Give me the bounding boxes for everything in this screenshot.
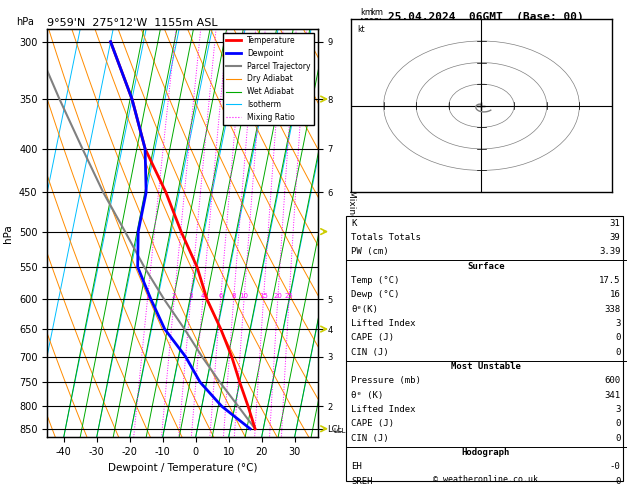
X-axis label: Dewpoint / Temperature (°C): Dewpoint / Temperature (°C) — [108, 463, 257, 473]
Text: SREH: SREH — [352, 477, 373, 486]
Text: 16: 16 — [610, 290, 620, 299]
Text: 0: 0 — [615, 419, 620, 429]
Text: LCL: LCL — [333, 428, 346, 434]
Text: 17.5: 17.5 — [599, 276, 620, 285]
Text: CAPE (J): CAPE (J) — [352, 419, 394, 429]
Text: kt: kt — [357, 25, 365, 35]
Text: Totals Totals: Totals Totals — [352, 233, 421, 242]
Y-axis label: hPa: hPa — [3, 224, 13, 243]
Text: 31: 31 — [610, 219, 620, 228]
Text: 25.04.2024  06GMT  (Base: 00): 25.04.2024 06GMT (Base: 00) — [388, 12, 584, 22]
Text: K: K — [352, 219, 357, 228]
Text: Temp (°C): Temp (°C) — [352, 276, 400, 285]
Text: CIN (J): CIN (J) — [352, 434, 389, 443]
Text: Most Unstable: Most Unstable — [451, 362, 521, 371]
Text: 600: 600 — [604, 376, 620, 385]
Text: 25: 25 — [285, 294, 293, 299]
Bar — [346, 216, 623, 481]
Text: 2: 2 — [172, 294, 176, 299]
Text: 3.39: 3.39 — [599, 247, 620, 257]
Text: 20: 20 — [273, 294, 282, 299]
Text: 1: 1 — [145, 294, 150, 299]
Text: Lifted Index: Lifted Index — [352, 319, 416, 328]
Text: © weatheronline.co.uk: © weatheronline.co.uk — [433, 474, 538, 484]
Text: Hodograph: Hodograph — [462, 448, 510, 457]
Text: 8: 8 — [231, 294, 236, 299]
Text: 0: 0 — [615, 477, 620, 486]
Text: 4: 4 — [201, 294, 205, 299]
Text: PW (cm): PW (cm) — [352, 247, 389, 257]
Text: hPa: hPa — [16, 17, 34, 27]
Text: CIN (J): CIN (J) — [352, 347, 389, 357]
Text: Pressure (mb): Pressure (mb) — [352, 376, 421, 385]
Text: θᵉ(K): θᵉ(K) — [352, 305, 378, 314]
Text: km
ASL: km ASL — [369, 8, 385, 27]
Text: θᵉ (K): θᵉ (K) — [352, 391, 384, 400]
Text: 0: 0 — [615, 347, 620, 357]
Text: Dewp (°C): Dewp (°C) — [352, 290, 400, 299]
Text: 9°59'N  275°12'W  1155m ASL: 9°59'N 275°12'W 1155m ASL — [47, 18, 218, 28]
Text: 6: 6 — [218, 294, 223, 299]
Legend: Temperature, Dewpoint, Parcel Trajectory, Dry Adiabat, Wet Adiabat, Isotherm, Mi: Temperature, Dewpoint, Parcel Trajectory… — [223, 33, 314, 125]
Text: 0: 0 — [615, 333, 620, 343]
Text: 10: 10 — [240, 294, 248, 299]
Text: 39: 39 — [610, 233, 620, 242]
Text: 338: 338 — [604, 305, 620, 314]
Text: 3: 3 — [615, 405, 620, 414]
Text: km
ASL: km ASL — [359, 8, 374, 27]
Text: 3: 3 — [615, 319, 620, 328]
Text: 341: 341 — [604, 391, 620, 400]
Y-axis label: Mixing Ratio (g/kg): Mixing Ratio (g/kg) — [347, 191, 357, 276]
Text: CAPE (J): CAPE (J) — [352, 333, 394, 343]
Text: Surface: Surface — [467, 261, 504, 271]
Text: 15: 15 — [259, 294, 268, 299]
Text: 0: 0 — [615, 434, 620, 443]
Text: -0: -0 — [610, 462, 620, 471]
Text: EH: EH — [352, 462, 362, 471]
Text: Lifted Index: Lifted Index — [352, 405, 416, 414]
Text: 3: 3 — [189, 294, 193, 299]
